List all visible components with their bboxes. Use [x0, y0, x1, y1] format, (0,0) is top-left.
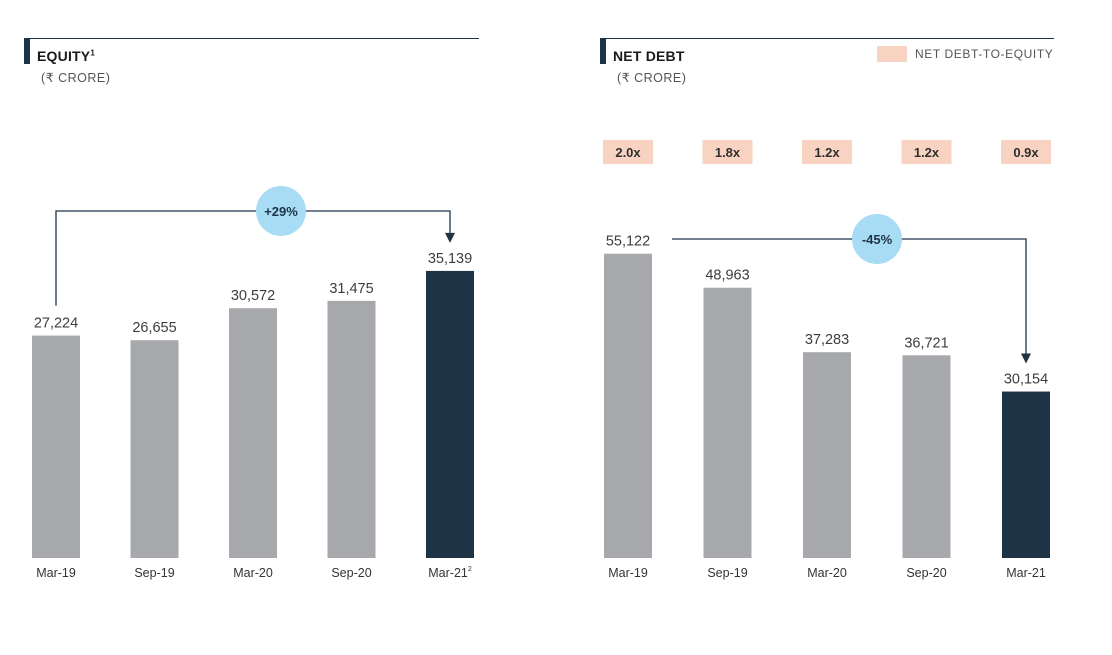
net-debt-change-badge	[852, 214, 902, 264]
net-debt-chart-title: NET DEBT	[613, 48, 685, 64]
net-debt-value-label: 36,721	[904, 335, 948, 351]
equity-title-footnote: 1	[90, 48, 95, 58]
equity-category-label: Mar-20	[233, 566, 273, 580]
net-debt-category-label: Mar-20	[807, 566, 847, 580]
net-debt-bar-mar-21	[1002, 391, 1050, 558]
equity-bar-mar-21	[426, 270, 474, 558]
net-debt-ratio-label: 1.2x	[914, 145, 940, 160]
net-debt-ratio-box	[901, 140, 952, 164]
equity-header-rule	[24, 38, 479, 39]
equity-value-label: 30,572	[231, 288, 275, 304]
net-debt-bar-sep-20	[902, 355, 951, 558]
net-debt-legend: NET DEBT-TO-EQUITY	[877, 46, 1053, 62]
net-debt-category-label: Mar-19	[608, 566, 648, 580]
net-debt-value-label: 48,963	[705, 268, 749, 284]
net-debt-header-rule	[600, 38, 1054, 39]
net-debt-value-label: 55,122	[606, 234, 650, 250]
net-debt-value-label: 37,283	[805, 332, 849, 348]
net-debt-change-connector	[672, 238, 1027, 356]
net-debt-ratio-label: 1.2x	[814, 145, 840, 160]
equity-change-badge	[256, 186, 306, 236]
equity-bar-chart: 27,224 Mar-19 26,655 Sep-19 30,572 Mar-20 31,4…	[32, 186, 474, 580]
net-debt-bar-sep-19	[703, 287, 752, 558]
legend-label-net-debt-to-equity: NET DEBT-TO-EQUITY	[915, 47, 1054, 61]
net-debt-category-label: Sep-19	[707, 566, 747, 580]
equity-value-label: 35,139	[428, 251, 472, 267]
net-debt-bar-chart: 55,122 Mar-19 48,963 Sep-19 37,283 Mar-20 36,7…	[603, 140, 1051, 580]
equity-category-label: Sep-20	[331, 566, 371, 580]
equity-value-label: 26,655	[132, 320, 176, 336]
equity-chart-title: EQUITY1	[37, 48, 95, 64]
net-debt-category-label: Mar-21	[1006, 566, 1046, 580]
equity-category-footnote: 2	[468, 566, 472, 573]
equity-change-arrowhead	[445, 232, 455, 243]
equity-bar-sep-20	[327, 300, 376, 558]
equity-bar-mar-19	[32, 335, 80, 558]
equity-bar-mar-20	[229, 308, 277, 558]
net-debt-ratio-box	[802, 140, 852, 164]
legend-swatch-net-debt-to-equity	[877, 46, 907, 62]
equity-category-label: Mar-212	[428, 566, 472, 580]
net-debt-change-label: -45%	[862, 232, 893, 247]
equity-value-label: 31,475	[329, 281, 373, 297]
equity-title-text: EQUITY	[37, 48, 91, 64]
equity-change-connector	[55, 210, 451, 306]
net-debt-change-arrowhead	[1021, 353, 1031, 364]
equity-category-label: Sep-19	[134, 566, 174, 580]
equity-chart-subtitle: (₹ CRORE)	[41, 71, 111, 85]
net-debt-ratio-box	[603, 140, 653, 164]
net-debt-bar-mar-19	[604, 253, 652, 558]
net-debt-ratio-box	[702, 140, 753, 164]
net-debt-category-label: Sep-20	[906, 566, 946, 580]
equity-value-label: 27,224	[34, 316, 78, 332]
net-debt-header-mark	[600, 38, 606, 64]
net-debt-chart-panel: NET DEBT (₹ CRORE) NET DEBT-TO-EQUITY 55…	[556, 0, 1112, 655]
net-debt-chart-subtitle: (₹ CRORE)	[617, 71, 687, 85]
net-debt-ratio-box	[1001, 140, 1051, 164]
equity-chart-panel: EQUITY1 (₹ CRORE) 27,224 Mar-19 26,655 Sep-…	[24, 38, 479, 580]
net-debt-ratio-label: 2.0x	[615, 145, 641, 160]
equity-header-mark	[24, 38, 30, 64]
net-debt-ratio-label: 0.9x	[1013, 145, 1039, 160]
equity-change-label: +29%	[264, 204, 298, 219]
net-debt-bar-mar-20	[803, 352, 851, 558]
net-debt-value-label: 30,154	[1004, 372, 1048, 388]
equity-category-label: Mar-19	[36, 566, 76, 580]
equity-bar-sep-19	[130, 340, 179, 558]
net-debt-ratio-label: 1.8x	[715, 145, 741, 160]
